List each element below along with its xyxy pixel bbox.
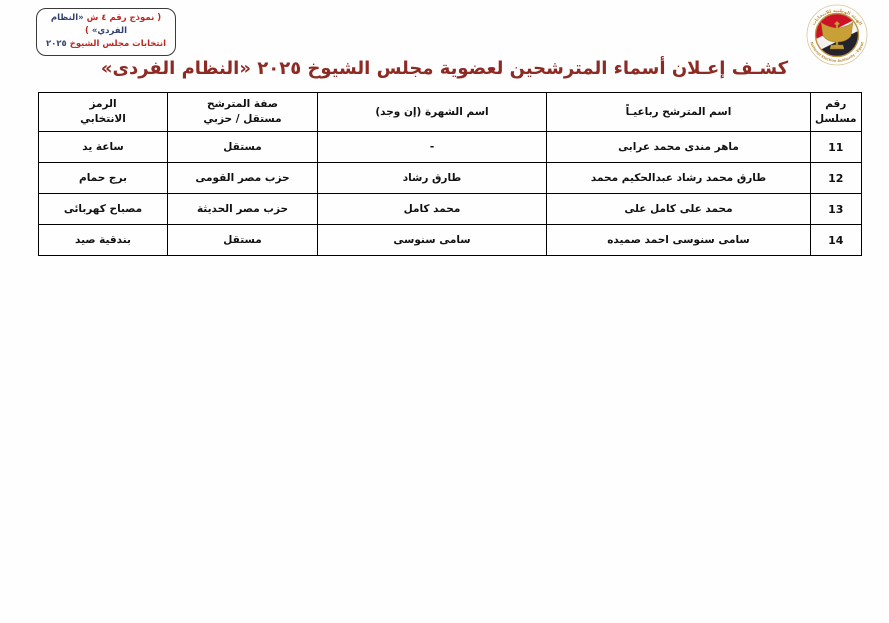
cell-capacity: حزب مصر الحديثة xyxy=(167,193,318,225)
cell-candidate-name: محمد على كامل على xyxy=(546,193,811,225)
cell-capacity: مستقل xyxy=(167,224,318,256)
cell-electoral-symbol: برج حمام xyxy=(38,162,168,194)
cell-electoral-symbol: ساعة يد xyxy=(38,131,168,163)
cell-fame-name: طارق رشاد xyxy=(317,162,547,194)
header-electoral-symbol: الرمز الانتخابي xyxy=(38,92,168,132)
cell-serial: 11 xyxy=(810,131,862,163)
cell-serial: 12 xyxy=(810,162,862,194)
cell-candidate-name: طارق محمد رشاد عبدالحكيم محمد xyxy=(546,162,811,194)
page-title: كشـف إعـلان أسماء المترشحين لعضوية مجلس … xyxy=(100,58,789,79)
form-badge-line2: انتخابات مجلس الشيوخ ٢٠٢٥ xyxy=(45,39,166,50)
cell-serial: 13 xyxy=(810,193,862,225)
cell-candidate-name: سامى سنوسى احمد صميده xyxy=(546,224,811,256)
table-row: 13 محمد على كامل على محمد كامل حزب مصر ا… xyxy=(38,193,862,225)
table-row: 14 سامى سنوسى احمد صميده سامى سنوسى مستق… xyxy=(38,224,862,256)
cell-capacity: حزب مصر القومى xyxy=(167,162,318,194)
candidates-table: رقم مسلسل اسم المترشح رباعيـاً اسم الشهر… xyxy=(38,92,862,256)
table-row: 12 طارق محمد رشاد عبدالحكيم محمد طارق رش… xyxy=(38,162,862,194)
form-number-badge: ( نموذج رقم ٤ ش «النظام الفردي» ) انتخاب… xyxy=(36,8,176,56)
header-fame-name: اسم الشهرة (إن وجد) xyxy=(317,92,547,132)
header-candidate-capacity: صفة المترشح مستقل / حزبي xyxy=(167,92,318,132)
cell-serial: 14 xyxy=(810,224,862,256)
cell-capacity: مستقل xyxy=(167,131,318,163)
header-serial-number: رقم مسلسل xyxy=(810,92,862,132)
cell-fame-name: محمد كامل xyxy=(317,193,547,225)
table-row: 11 ماهر مندى محمد عرابى - مستقل ساعة يد xyxy=(38,131,862,163)
table-header-row: رقم مسلسل اسم المترشح رباعيـاً اسم الشهر… xyxy=(38,92,862,132)
cell-electoral-symbol: مصباح كهربائى xyxy=(38,193,168,225)
national-election-authority-emblem-icon: الهيئة الوطنية للانتخابات National Elect… xyxy=(806,4,868,66)
header-candidate-name: اسم المترشح رباعيـاً xyxy=(546,92,811,132)
cell-candidate-name: ماهر مندى محمد عرابى xyxy=(546,131,811,163)
cell-fame-name: سامى سنوسى xyxy=(317,224,547,256)
form-badge-line1: ( نموذج رقم ٤ ش «النظام الفردي» ) xyxy=(50,13,162,37)
cell-fame-name: - xyxy=(317,131,547,163)
golden-eagle-icon xyxy=(820,20,854,50)
cell-electoral-symbol: بندقية صيد xyxy=(38,224,168,256)
